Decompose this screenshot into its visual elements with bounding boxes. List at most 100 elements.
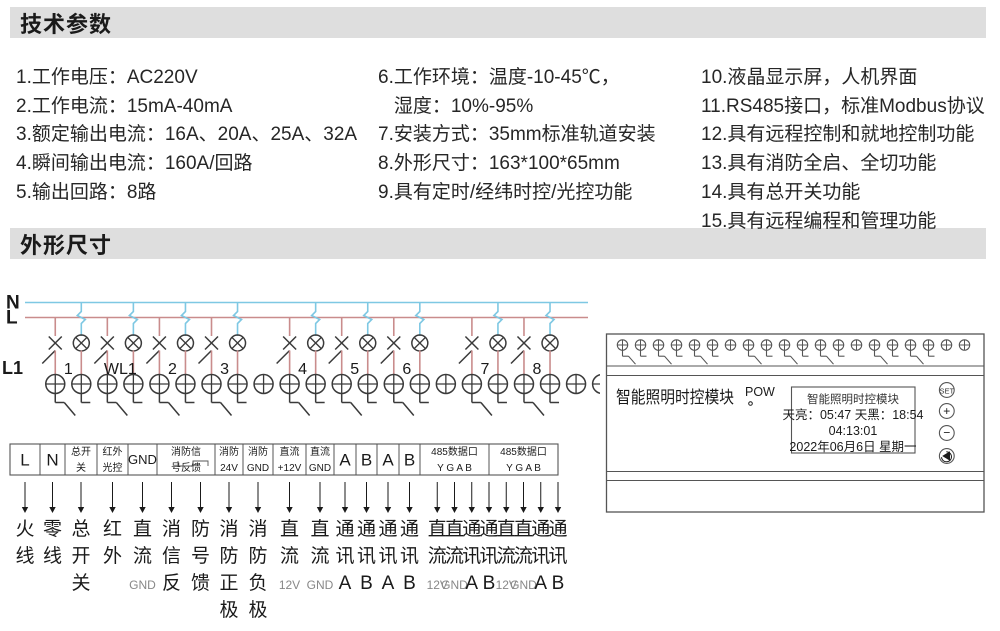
svg-text:3: 3: [220, 361, 229, 378]
svg-text:7: 7: [480, 361, 489, 378]
svg-text:GND: GND: [128, 452, 157, 467]
svg-text:B: B: [483, 573, 496, 594]
svg-text:A: A: [382, 450, 394, 469]
svg-text:线: 线: [43, 545, 62, 567]
svg-text:外: 外: [103, 545, 122, 567]
svg-text:直: 直: [428, 518, 447, 540]
svg-text:1: 1: [64, 361, 73, 378]
svg-text:通: 通: [400, 518, 419, 540]
svg-text:直: 直: [514, 518, 533, 540]
svg-text:流: 流: [280, 545, 299, 567]
svg-text:+: +: [943, 404, 950, 418]
svg-text:讯: 讯: [548, 545, 567, 567]
svg-text:B: B: [360, 573, 373, 594]
svg-text:B: B: [403, 573, 416, 594]
svg-text:讯: 讯: [378, 545, 397, 567]
svg-text:直: 直: [497, 518, 516, 540]
svg-text:讯: 讯: [479, 545, 498, 567]
svg-text:消防信: 消防信: [171, 445, 201, 458]
svg-text:SET: SET: [940, 386, 955, 395]
svg-text:消: 消: [248, 518, 267, 540]
svg-text:POW: POW: [745, 385, 775, 399]
svg-text:总: 总: [71, 518, 90, 540]
svg-text:Y G A B: Y G A B: [506, 463, 541, 474]
svg-text:消: 消: [162, 518, 181, 540]
svg-text:A: A: [339, 450, 351, 469]
svg-text:GND: GND: [510, 578, 537, 592]
svg-text:消: 消: [219, 518, 238, 540]
svg-text:5: 5: [350, 361, 359, 378]
svg-text:号: 号: [191, 546, 210, 567]
svg-text:防: 防: [248, 545, 267, 567]
svg-text:A: A: [465, 573, 478, 594]
svg-text:正: 正: [219, 573, 238, 594]
svg-text:2022年06月6日 星期一: 2022年06月6日 星期一: [789, 440, 916, 454]
svg-text:信: 信: [162, 545, 181, 567]
svg-text:N: N: [46, 450, 58, 469]
svg-text:GND: GND: [247, 463, 269, 474]
svg-text:通: 通: [357, 518, 376, 540]
svg-text:线: 线: [15, 545, 34, 567]
svg-text:流: 流: [133, 545, 152, 567]
svg-text:流: 流: [310, 545, 329, 567]
svg-text:开: 开: [71, 546, 90, 567]
svg-text:号反馈: 号反馈: [171, 461, 201, 474]
svg-text:L: L: [20, 450, 29, 469]
svg-text:流: 流: [497, 545, 516, 567]
svg-text:L1: L1: [2, 358, 23, 378]
svg-text:WL1: WL1: [104, 361, 137, 378]
svg-text:直流: 直流: [310, 445, 330, 458]
svg-text:通: 通: [462, 518, 481, 540]
svg-text:红: 红: [103, 518, 122, 540]
svg-text:零: 零: [43, 519, 62, 540]
svg-text:火: 火: [15, 519, 34, 540]
svg-text:GND: GND: [129, 578, 156, 592]
svg-text:+12V: +12V: [278, 463, 302, 474]
svg-text:馈: 馈: [191, 572, 210, 594]
svg-text:讯: 讯: [531, 545, 550, 567]
svg-text:通: 通: [378, 518, 397, 540]
svg-text:Y G A B: Y G A B: [437, 463, 472, 474]
svg-text:光控: 光控: [103, 461, 123, 474]
svg-text:防: 防: [191, 518, 210, 540]
svg-text:8: 8: [533, 361, 542, 378]
svg-text:智能照明时控模块: 智能照明时控模块: [807, 392, 899, 406]
svg-text:直: 直: [133, 518, 152, 540]
svg-text:防: 防: [219, 545, 238, 567]
svg-text:GND: GND: [441, 578, 468, 592]
svg-text:2: 2: [168, 361, 177, 378]
svg-text:4: 4: [298, 361, 307, 378]
svg-text:关: 关: [76, 461, 86, 474]
svg-text:B: B: [552, 573, 565, 594]
svg-text:A: A: [382, 573, 395, 594]
svg-text:红外: 红外: [103, 445, 123, 458]
svg-text:讯: 讯: [357, 545, 376, 567]
svg-text:B: B: [361, 450, 372, 469]
svg-text:讯: 讯: [462, 545, 481, 567]
svg-text:关: 关: [71, 572, 90, 594]
svg-text:直流: 直流: [280, 445, 300, 458]
svg-text:通: 通: [531, 518, 550, 540]
svg-text:直: 直: [280, 518, 299, 540]
svg-text:讯: 讯: [335, 545, 354, 567]
svg-text:消防: 消防: [248, 445, 268, 458]
svg-text:流: 流: [428, 545, 447, 567]
svg-text:−: −: [943, 425, 950, 439]
svg-text:消防: 消防: [219, 445, 239, 458]
svg-text:反: 反: [162, 572, 181, 594]
svg-text:负: 负: [248, 572, 267, 594]
svg-text:极: 极: [219, 599, 238, 621]
svg-text:6: 6: [402, 361, 411, 378]
svg-text:485数据口: 485数据口: [431, 445, 478, 458]
svg-text:485数据口: 485数据口: [500, 445, 547, 458]
svg-text:A: A: [339, 573, 352, 594]
svg-text:极: 极: [248, 599, 267, 621]
svg-text:24V: 24V: [220, 463, 238, 474]
svg-text:12V: 12V: [279, 578, 300, 592]
svg-text:天亮：05:47 天黑：18:54: 天亮：05:47 天黑：18:54: [782, 407, 923, 422]
svg-text:总开: 总开: [71, 445, 91, 458]
svg-text:L: L: [6, 308, 18, 329]
svg-text:流: 流: [514, 545, 533, 567]
svg-text:GND: GND: [307, 578, 334, 592]
svg-text:A: A: [534, 573, 547, 594]
